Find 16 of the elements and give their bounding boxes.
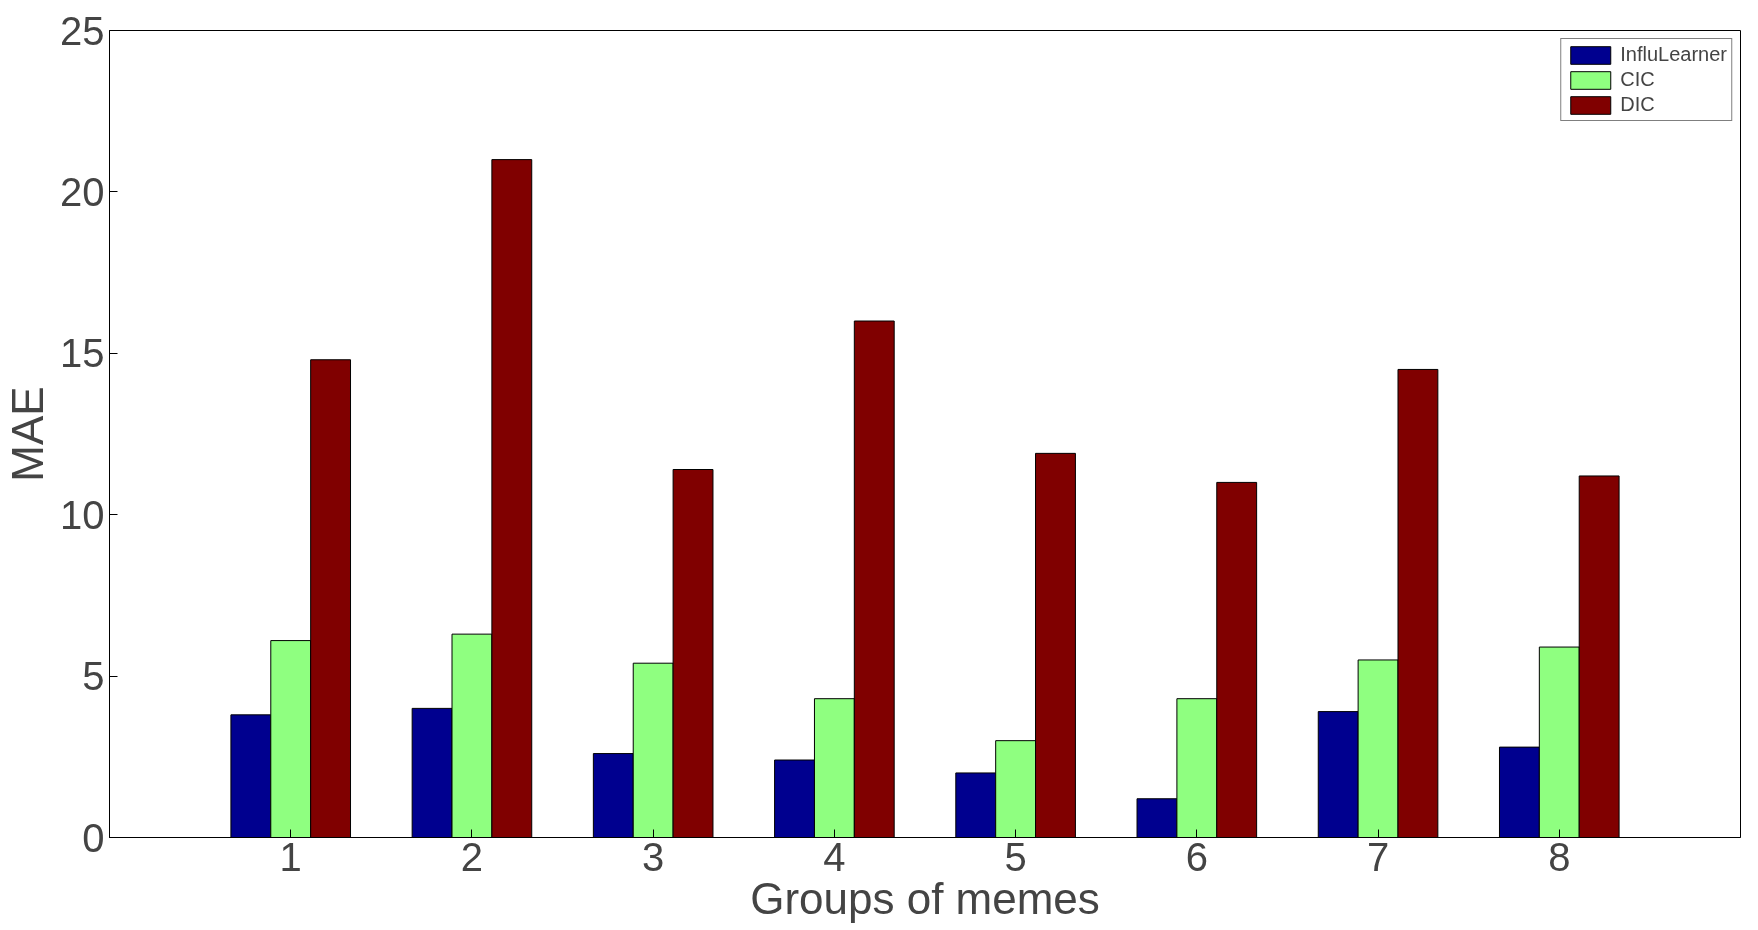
y-axis-title: MAE	[3, 386, 53, 482]
y-tick-label: 10	[60, 492, 105, 537]
y-tick-label: 15	[60, 331, 105, 376]
x-tick-label: 3	[642, 834, 665, 879]
y-tick-label: 25	[60, 8, 105, 53]
y-tick-label: 20	[60, 169, 105, 214]
legend-label: InfluLearner	[1620, 43, 1727, 66]
x-tick-label: 8	[1548, 834, 1571, 879]
x-tick-label: 7	[1366, 834, 1390, 879]
y-tick-label: 0	[82, 815, 105, 860]
legend-label: DIC	[1620, 93, 1655, 116]
x-tick-label: 2	[460, 834, 484, 879]
x-tick-label: 6	[1185, 834, 1208, 879]
legend-label: CIC	[1620, 68, 1655, 91]
y-tick-label: 5	[82, 654, 105, 699]
x-tick-label: 1	[279, 834, 302, 879]
